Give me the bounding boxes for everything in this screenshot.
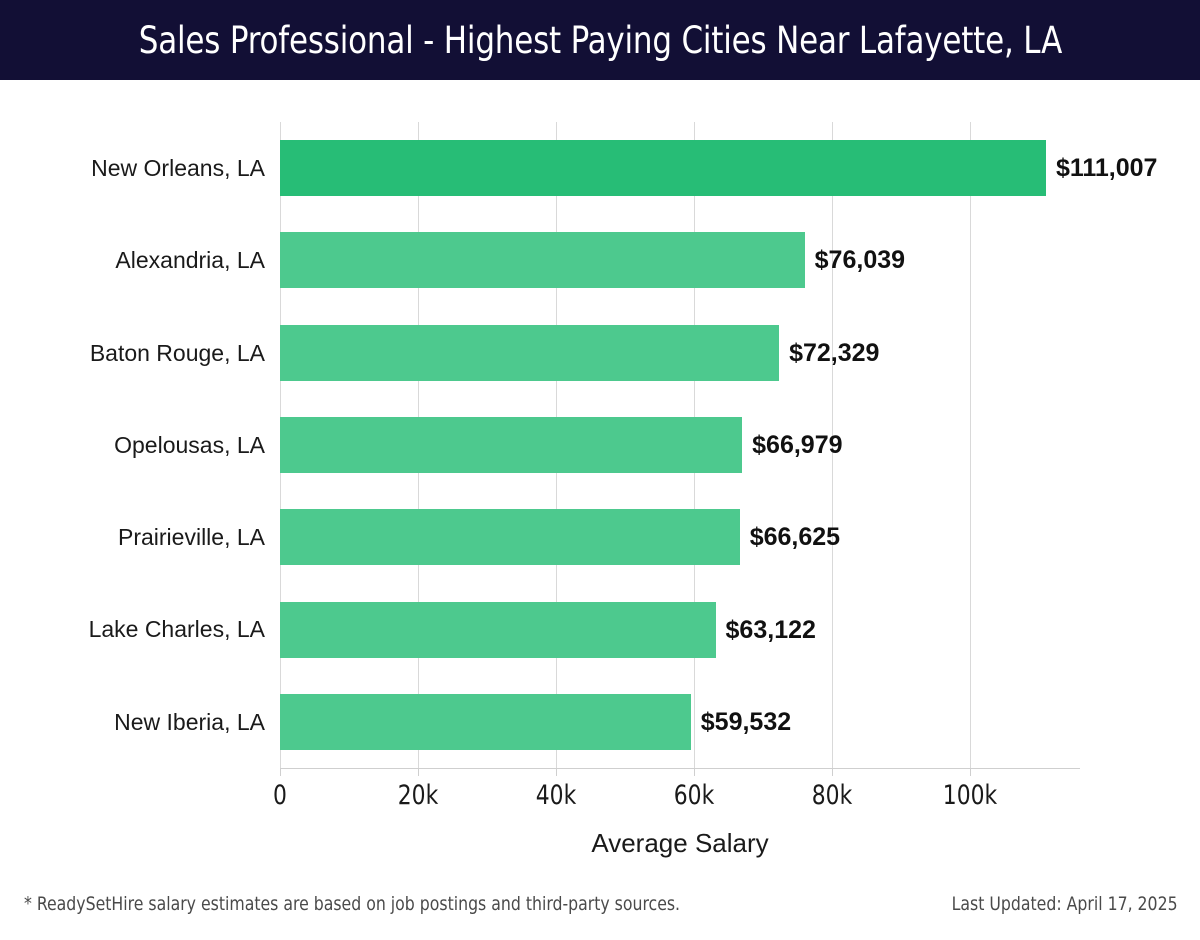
x-axis-tick-label: 40k [535, 780, 577, 811]
x-axis-tick [556, 768, 557, 776]
bar-track: $111,007 [280, 140, 1157, 197]
bar-row: Lake Charles, LA $63,122 [0, 583, 1200, 675]
x-axis-tick-label: 60k [673, 780, 715, 811]
bar-row: Alexandria, LA $76,039 [0, 214, 1200, 306]
footer: * ReadySetHire salary estimates are base… [0, 893, 1200, 933]
bar[interactable] [280, 324, 780, 381]
bar-category-label: Baton Rouge, LA [89, 339, 265, 366]
bar[interactable] [280, 693, 691, 750]
bar[interactable] [280, 601, 716, 658]
bar-row: Prairieville, LA $66,625 [0, 491, 1200, 583]
bar-value-label: $59,532 [700, 707, 792, 736]
title-bar: Sales Professional - Highest Paying Citi… [0, 0, 1200, 80]
bar-value-label: $66,979 [752, 430, 843, 459]
x-axis-tick [694, 768, 695, 776]
bar-row: Baton Rouge, LA $72,329 [0, 307, 1200, 399]
footer-disclaimer: * ReadySetHire salary estimates are base… [24, 893, 681, 915]
bar-value-label: $72,329 [789, 338, 880, 367]
bar-row: Opelousas, LA $66,979 [0, 399, 1200, 491]
bar[interactable] [280, 232, 805, 289]
bar[interactable] [280, 509, 740, 566]
bar[interactable] [280, 416, 743, 473]
bar-row: New Iberia, LA $59,532 [0, 676, 1200, 768]
gridline [832, 122, 833, 768]
bar-category-label: Opelousas, LA [114, 431, 265, 458]
bar[interactable] [280, 140, 1046, 197]
page-title: Sales Professional - Highest Paying Citi… [138, 18, 1062, 62]
x-axis-tick [280, 768, 281, 776]
x-axis-tick-label: 0 [273, 780, 287, 811]
x-axis-tick [418, 768, 419, 776]
x-axis-tick [970, 768, 971, 776]
bar-category-label: Lake Charles, LA [88, 616, 265, 643]
x-axis-tick [832, 768, 833, 776]
bar-value-label: $66,625 [749, 523, 841, 552]
bar-track: $59,532 [280, 693, 1080, 750]
bar-value-label: $63,122 [725, 615, 816, 644]
x-axis-tick-label: 20k [397, 780, 439, 811]
bar-track: $66,979 [280, 416, 1080, 473]
bar-row: New Orleans, LA $111,007 [0, 122, 1200, 214]
footer-last-updated: Last Updated: April 17, 2025 [952, 893, 1178, 915]
bar-track: $76,039 [280, 232, 1080, 289]
bar-track: $63,122 [280, 601, 1080, 658]
x-axis-tick-label: 80k [811, 780, 853, 811]
gridline [970, 122, 971, 768]
bar-category-label: Prairieville, LA [118, 524, 265, 551]
plot-wrapper: New Orleans, LA $111,007 Alexandria, LA $76… [0, 80, 1200, 940]
bar-value-label: $76,039 [814, 246, 906, 275]
x-axis-tick-label: 100k [942, 780, 998, 811]
bar-category-label: Alexandria, LA [115, 247, 265, 274]
x-axis-line [280, 768, 1080, 769]
bar-track: $66,625 [280, 509, 1080, 566]
x-axis-title: Average Salary [591, 828, 769, 858]
bar-value-label: $111,007 [1055, 154, 1158, 183]
bar-category-label: New Iberia, LA [114, 708, 265, 735]
bar-category-label: New Orleans, LA [91, 155, 265, 181]
bar-track: $72,329 [280, 324, 1080, 381]
